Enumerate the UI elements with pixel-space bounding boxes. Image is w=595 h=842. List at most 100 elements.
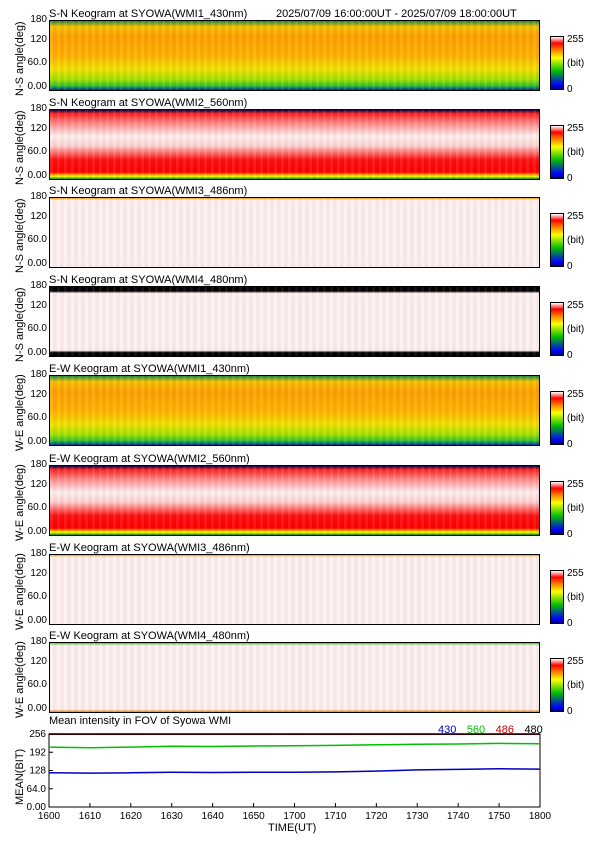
- colorbar: [550, 213, 564, 267]
- keogram-texture: [50, 555, 539, 624]
- y-tick-label: 0.00: [27, 703, 47, 714]
- series-line-430: [48, 768, 541, 774]
- colorbar: [550, 36, 564, 90]
- colorbar: [550, 658, 564, 712]
- keogram-panel: E-W Keogram at SYOWA(WMI4_480nm) W-E angl…: [0, 630, 595, 719]
- colorbar-unit-label: (bit): [567, 324, 585, 335]
- keogram-texture: [50, 466, 539, 535]
- y-tick-label: 64.0: [27, 784, 47, 795]
- y-tick-label: 128: [29, 766, 46, 777]
- colorbar-unit-label: (bit): [567, 592, 585, 603]
- time-range: 2025/07/09 16:00:00UT - 2025/07/09 18:00…: [276, 8, 517, 20]
- keogram-panel: S-N Keogram at SYOWA(WMI4_480nm) N-S angl…: [0, 274, 595, 363]
- colorbar: [550, 570, 564, 624]
- y-tick-label: 60.0: [27, 146, 47, 157]
- colorbar-min-label: 0: [567, 618, 573, 629]
- colorbar-max-label: 255: [567, 479, 584, 490]
- x-tick-label: 1640: [202, 811, 225, 822]
- keogram-panel: S-N Keogram at SYOWA(WMI3_486nm) N-S angl…: [0, 185, 595, 274]
- x-tick-label: 1740: [447, 811, 470, 822]
- y-tick-label: 180: [30, 369, 47, 380]
- y-tick-label: 180: [30, 548, 47, 559]
- colorbar-min-label: 0: [567, 261, 573, 272]
- x-axis-label: TIME(UT): [268, 822, 317, 834]
- keogram-image: [49, 109, 540, 180]
- y-tick-label: 180: [30, 14, 47, 25]
- legend-480: 480: [524, 724, 543, 736]
- mean-intensity-panel: Mean intensity in FOV of Syowa WMI 430 5…: [0, 715, 595, 842]
- colorbar: [550, 481, 564, 535]
- keogram-title: E-W Keogram at SYOWA(WMI1_430nm): [49, 363, 250, 375]
- keogram-title: E-W Keogram at SYOWA(WMI2_560nm): [49, 453, 250, 465]
- y-tick-label: 0.00: [27, 526, 47, 537]
- keogram-title: S-N Keogram at SYOWA(WMI3_486nm): [49, 185, 248, 197]
- y-tick-label: 120: [30, 479, 47, 490]
- y-tick-label: 120: [30, 123, 47, 134]
- y-tick-label: 120: [30, 34, 47, 45]
- y-tick-label: 0.00: [27, 170, 47, 181]
- keogram-image: [49, 554, 540, 625]
- y-tick-label: 120: [30, 568, 47, 579]
- x-tick-label: 1620: [120, 811, 143, 822]
- y-tick-label: 60.0: [27, 679, 47, 690]
- colorbar-max-label: 255: [567, 568, 584, 579]
- colorbar-min-label: 0: [567, 529, 573, 540]
- keogram-texture: [50, 21, 539, 90]
- colorbar-min-label: 0: [567, 84, 573, 95]
- keogram-texture: [50, 376, 539, 445]
- colorbar-max-label: 255: [567, 300, 584, 311]
- colorbar-unit-label: (bit): [567, 413, 585, 424]
- y-tick-label: 0.00: [27, 436, 47, 447]
- colorbar-unit-label: (bit): [567, 58, 585, 69]
- y-tick-label: 0.00: [27, 802, 47, 813]
- x-tick-label: 1800: [529, 811, 552, 822]
- y-tick-label: 120: [30, 211, 47, 222]
- keogram-title: E-W Keogram at SYOWA(WMI3_486nm): [49, 542, 250, 554]
- colorbar-max-label: 255: [567, 211, 584, 222]
- colorbar-max-label: 255: [567, 389, 584, 400]
- colorbar-unit-label: (bit): [567, 235, 585, 246]
- x-tick-label: 1610: [79, 811, 102, 822]
- keogram-panel: E-W Keogram at SYOWA(WMI3_486nm) W-E angl…: [0, 542, 595, 631]
- y-tick-label: 120: [30, 300, 47, 311]
- y-tick-label: 0.00: [27, 615, 47, 626]
- keogram-title: S-N Keogram at SYOWA(WMI4_480nm): [49, 274, 248, 286]
- y-tick-label: 60.0: [27, 591, 47, 602]
- x-tick-label: 1730: [406, 811, 429, 822]
- keogram-image: [49, 286, 540, 357]
- y-tick-label: 60.0: [27, 412, 47, 423]
- legend-430: 430: [438, 724, 457, 736]
- keogram-panel: S-N Keogram at SYOWA(WMI1_430nm) 2025/07/…: [0, 8, 595, 97]
- y-tick-label: 256: [29, 729, 46, 740]
- keogram-panel: E-W Keogram at SYOWA(WMI2_560nm) W-E angl…: [0, 453, 595, 542]
- y-tick-label: 192: [29, 747, 46, 758]
- mean-legend: 430 560 486 480: [438, 720, 543, 738]
- colorbar-max-label: 255: [567, 123, 584, 134]
- colorbar: [550, 302, 564, 356]
- y-tick-label: 60.0: [27, 502, 47, 513]
- x-tick-label: 1750: [488, 811, 511, 822]
- y-tick-label: 120: [30, 389, 47, 400]
- mean-chart-title: Mean intensity in FOV of Syowa WMI: [49, 715, 232, 727]
- y-tick-label: 60.0: [27, 234, 47, 245]
- y-tick-label: 180: [30, 103, 47, 114]
- colorbar-max-label: 255: [567, 34, 584, 45]
- keogram-panel: S-N Keogram at SYOWA(WMI2_560nm) N-S angl…: [0, 97, 595, 186]
- legend-560: 560: [466, 724, 486, 736]
- y-tick-label: 180: [30, 459, 47, 470]
- y-tick-label: 180: [30, 280, 47, 291]
- colorbar: [550, 125, 564, 179]
- y-tick-label: 0.00: [27, 81, 47, 92]
- colorbar-unit-label: (bit): [567, 147, 585, 158]
- legend-486: 486: [495, 724, 514, 736]
- keogram-title: S-N Keogram at SYOWA(WMI1_430nm): [49, 8, 248, 20]
- y-tick-label: 180: [30, 191, 47, 202]
- colorbar-unit-label: (bit): [567, 503, 585, 514]
- colorbar: [550, 391, 564, 445]
- colorbar-min-label: 0: [567, 173, 573, 184]
- x-tick-label: 1600: [38, 811, 61, 822]
- x-tick-label: 1720: [365, 811, 388, 822]
- keogram-image: [49, 20, 540, 91]
- x-tick-label: 1700: [283, 811, 306, 822]
